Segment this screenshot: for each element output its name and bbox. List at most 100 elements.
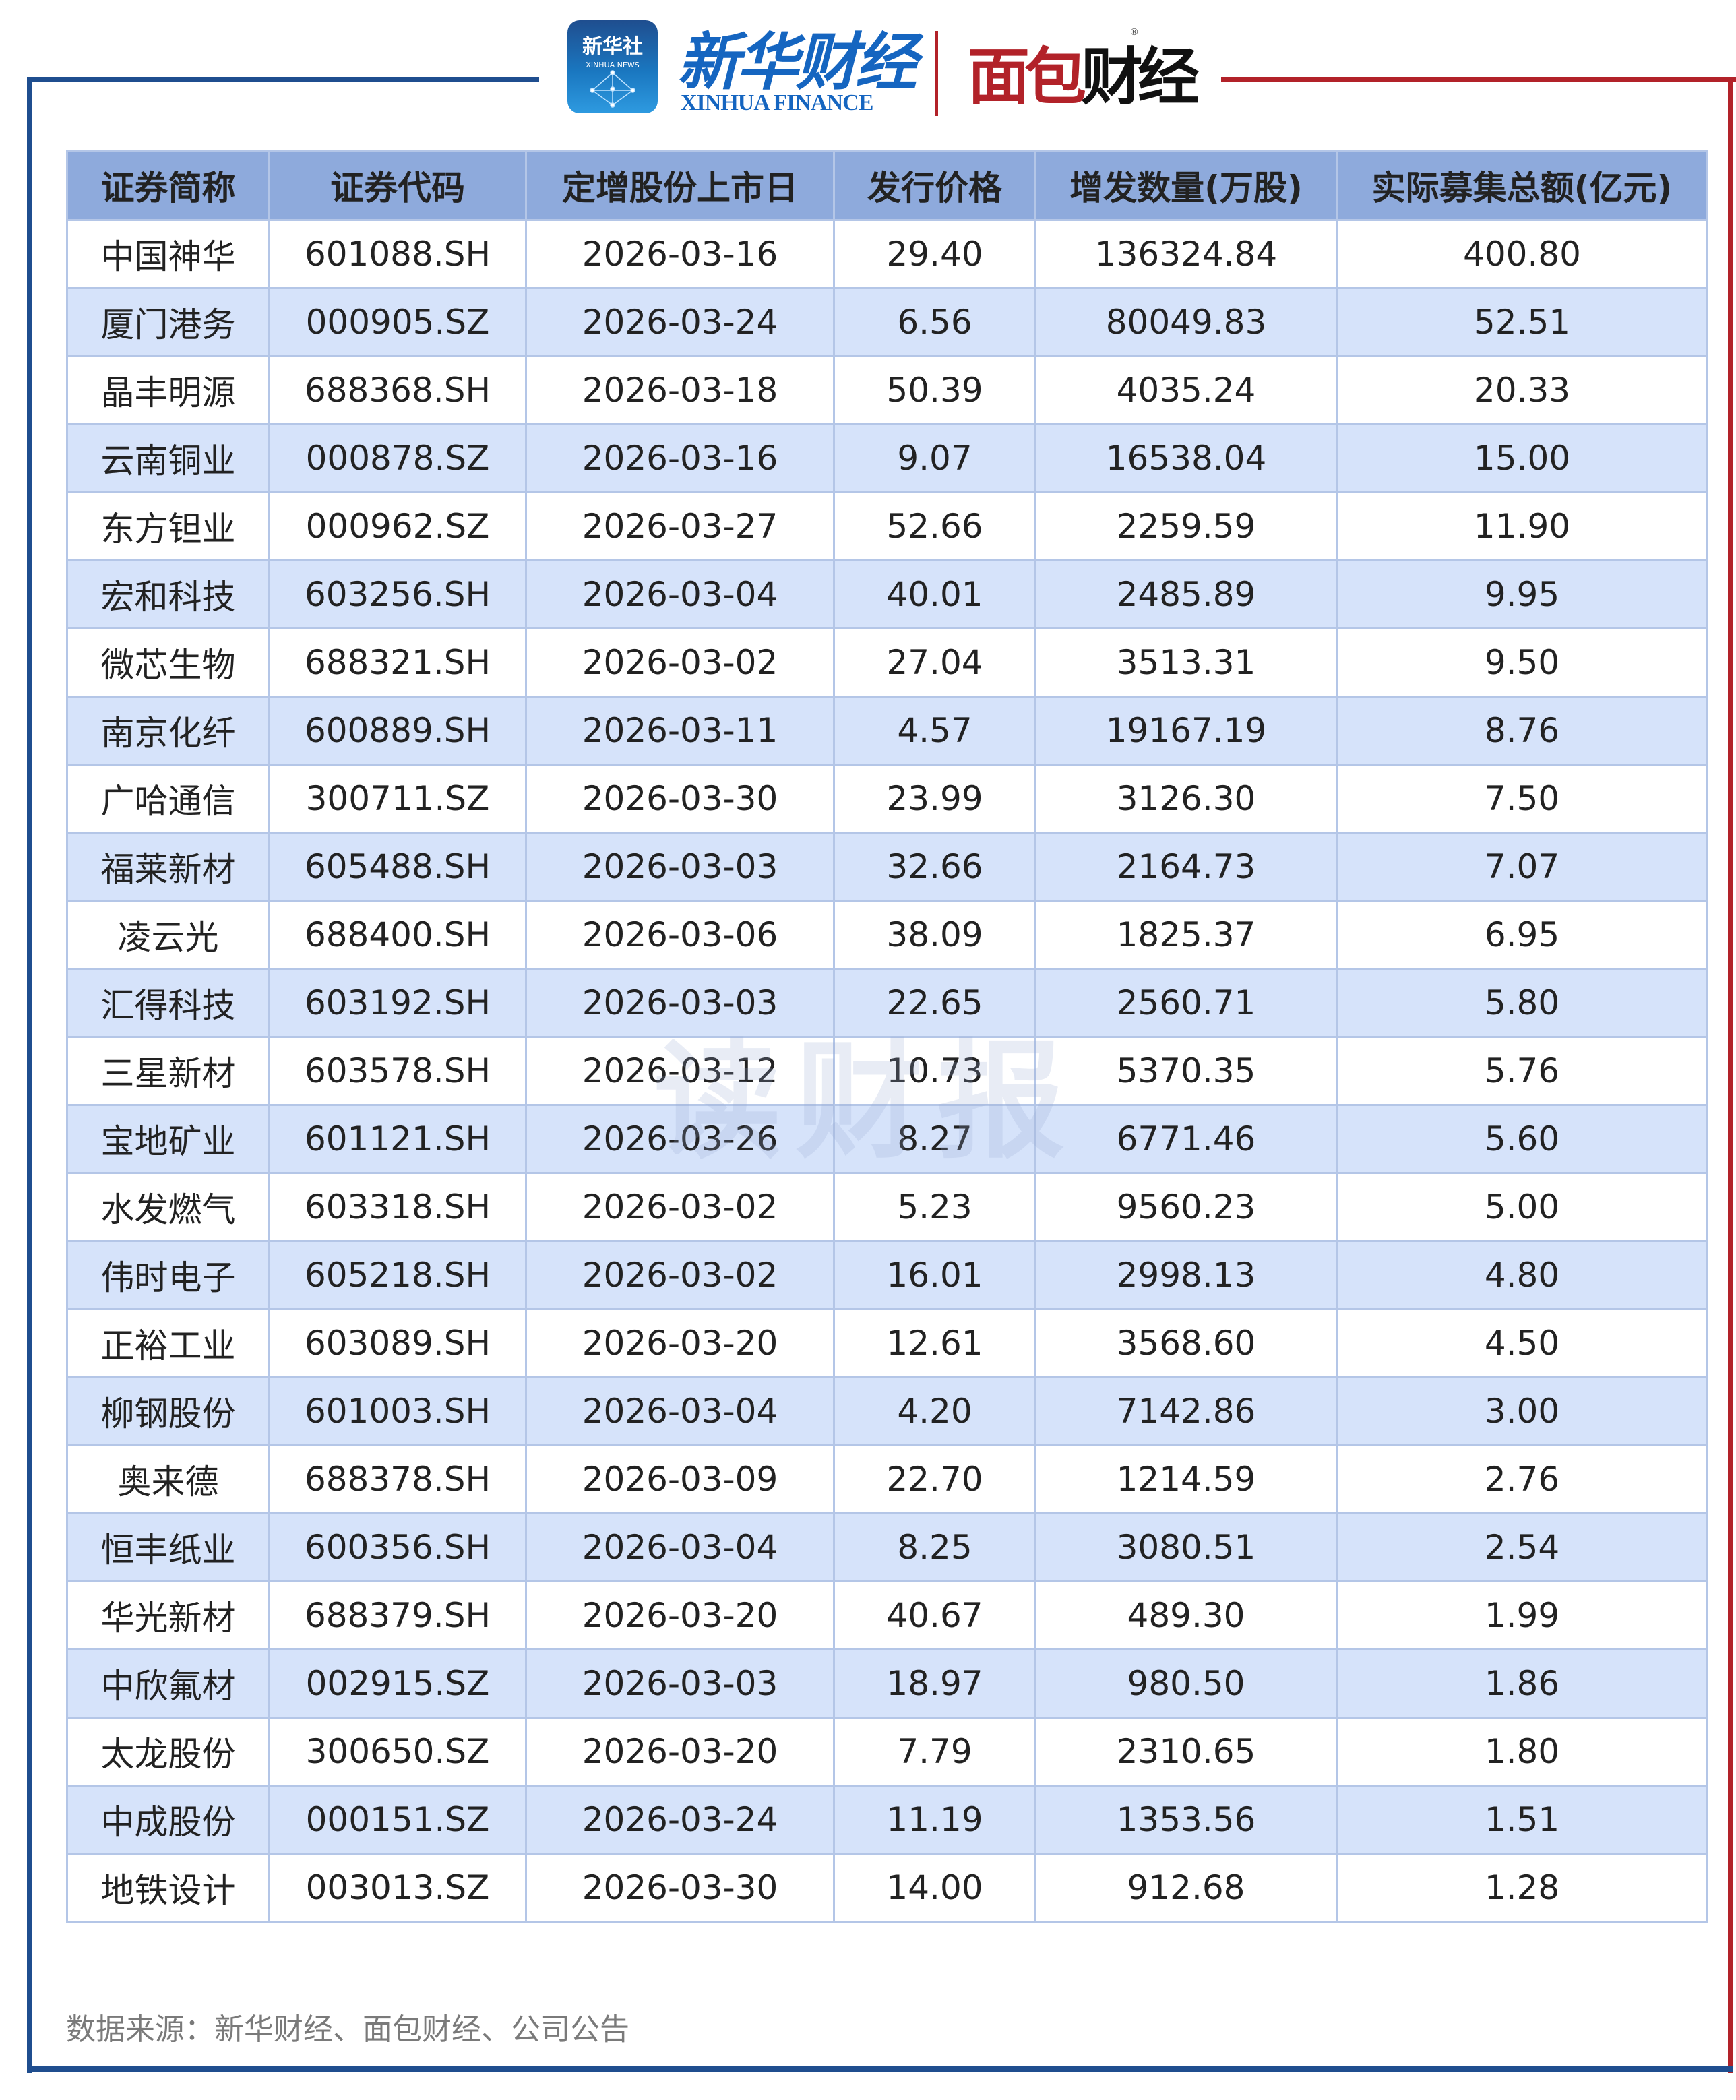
table-cell: 晶丰明源	[66, 355, 270, 425]
table-cell: 南京化纤	[66, 696, 270, 766]
table-cell: 2.54	[1336, 1512, 1708, 1582]
table-cell: 2026-03-04	[525, 1512, 835, 1582]
table-cell: 003013.SZ	[268, 1853, 527, 1923]
column-header: 发行价格	[833, 150, 1036, 221]
table-cell: 11.19	[833, 1785, 1036, 1855]
table-cell: 2026-03-20	[525, 1717, 835, 1787]
table-cell: 000905.SZ	[268, 287, 527, 357]
table-cell: 27.04	[833, 627, 1036, 698]
table-row: 微芯生物 688321.SH 2026-03-02 27.04 3513.31 9.50	[66, 627, 1708, 698]
table-cell: 宝地矿业	[66, 1104, 270, 1174]
table-row: 华光新材 688379.SH 2026-03-20 40.67 489.30 1.99	[66, 1580, 1708, 1650]
column-header: 定增股份上市日	[525, 150, 835, 221]
table-cell: 2026-03-04	[525, 559, 835, 629]
table-cell: 伟时电子	[66, 1240, 270, 1310]
table-cell: 23.99	[833, 764, 1036, 834]
table-cell: 22.70	[833, 1444, 1036, 1514]
table-row: 中国神华 601088.SH 2026-03-16 29.40 136324.84 400…	[66, 219, 1708, 289]
table-cell: 2026-03-03	[525, 832, 835, 902]
table-cell: 6.95	[1336, 900, 1708, 970]
network-globe-icon	[590, 70, 636, 108]
table-cell: 微芯生物	[66, 627, 270, 698]
table-cell: 奥来德	[66, 1444, 270, 1514]
table-cell: 1.99	[1336, 1580, 1708, 1650]
xinhua-finance-logo: 新华财经	[677, 26, 917, 98]
table-cell: 三星新材	[66, 1036, 270, 1106]
table-row: 三星新材 603578.SH 2026-03-12 10.73 5370.35 5.76	[66, 1036, 1708, 1106]
table-cell: 603578.SH	[268, 1036, 527, 1106]
table-cell: 中国神华	[66, 219, 270, 289]
table-cell: 2026-03-06	[525, 900, 835, 970]
table-cell: 40.01	[833, 559, 1036, 629]
table-cell: 7.50	[1336, 764, 1708, 834]
table-cell: 2026-03-03	[525, 1648, 835, 1719]
table-cell: 2998.13	[1034, 1240, 1338, 1310]
table-cell: 000151.SZ	[268, 1785, 527, 1855]
table-cell: 汇得科技	[66, 968, 270, 1038]
table-cell: 6.56	[833, 287, 1036, 357]
column-header: 证券代码	[268, 150, 527, 221]
table-cell: 1.86	[1336, 1648, 1708, 1719]
table-cell: 5.60	[1336, 1104, 1708, 1174]
table-cell: 东方钽业	[66, 491, 270, 561]
data-source-note: 数据来源：新华财经、面包财经、公司公告	[66, 2012, 629, 2047]
column-header: 增发数量(万股)	[1034, 150, 1338, 221]
table-cell: 8.76	[1336, 696, 1708, 766]
table-cell: 5.23	[833, 1172, 1036, 1242]
table-row: 广哈通信 300711.SZ 2026-03-30 23.99 3126.30 7.50	[66, 764, 1708, 834]
table-cell: 6771.46	[1034, 1104, 1338, 1174]
table-cell: 7142.86	[1034, 1376, 1338, 1446]
table-cell: 2026-03-30	[525, 764, 835, 834]
table-cell: 603318.SH	[268, 1172, 527, 1242]
table-cell: 19167.19	[1034, 696, 1338, 766]
table-cell: 正裕工业	[66, 1308, 270, 1378]
table-cell: 2310.65	[1034, 1717, 1338, 1787]
table-cell: 3513.31	[1034, 627, 1338, 698]
table-cell: 603089.SH	[268, 1308, 527, 1378]
table-cell: 601121.SH	[268, 1104, 527, 1174]
xinhua-badge-en: XINHUA NEWS	[586, 61, 640, 69]
table-cell: 2026-03-11	[525, 696, 835, 766]
table-cell: 2026-03-04	[525, 1376, 835, 1446]
table-cell: 5.76	[1336, 1036, 1708, 1106]
table-cell: 云南铜业	[66, 423, 270, 493]
table-row: 柳钢股份 601003.SH 2026-03-04 4.20 7142.86 3.00	[66, 1376, 1708, 1446]
table-cell: 宏和科技	[66, 559, 270, 629]
table-cell: 22.65	[833, 968, 1036, 1038]
table-row: 正裕工业 603089.SH 2026-03-20 12.61 3568.60 4.50	[66, 1308, 1708, 1378]
table-cell: 80049.83	[1034, 287, 1338, 357]
table-cell: 605488.SH	[268, 832, 527, 902]
table-row: 奥来德 688378.SH 2026-03-09 22.70 1214.59 2.76	[66, 1444, 1708, 1514]
table-row: 地铁设计 003013.SZ 2026-03-30 14.00 912.68 1.28	[66, 1853, 1708, 1923]
table-row: 南京化纤 600889.SH 2026-03-11 4.57 19167.19 8.76	[66, 696, 1708, 766]
table-cell: 2026-03-02	[525, 627, 835, 698]
table-cell: 2026-03-26	[525, 1104, 835, 1174]
table-row: 晶丰明源 688368.SH 2026-03-18 50.39 4035.24 20.33	[66, 355, 1708, 425]
table-cell: 16.01	[833, 1240, 1036, 1310]
table-cell: 福莱新材	[66, 832, 270, 902]
logo-divider	[935, 31, 938, 116]
column-header: 实际募集总额(亿元)	[1336, 150, 1708, 221]
frame-top-blue-line	[27, 77, 539, 82]
xinhua-finance-en: XINHUA FINANCE	[681, 90, 873, 115]
table-cell: 136324.84	[1034, 219, 1338, 289]
frame-left-border	[27, 77, 32, 2073]
table-cell: 1353.56	[1034, 1785, 1338, 1855]
table-cell: 2026-03-02	[525, 1240, 835, 1310]
table-cell: 5.00	[1336, 1172, 1708, 1242]
table-cell: 3568.60	[1034, 1308, 1338, 1378]
table-row: 凌云光 688400.SH 2026-03-06 38.09 1825.37 6.95	[66, 900, 1708, 970]
table-cell: 20.33	[1336, 355, 1708, 425]
table-cell: 12.61	[833, 1308, 1036, 1378]
table-cell: 980.50	[1034, 1648, 1338, 1719]
table-cell: 1.51	[1336, 1785, 1708, 1855]
table-cell: 5.80	[1336, 968, 1708, 1038]
table-cell: 1214.59	[1034, 1444, 1338, 1514]
table-cell: 9.50	[1336, 627, 1708, 698]
table-cell: 广哈通信	[66, 764, 270, 834]
table-cell: 2026-03-20	[525, 1580, 835, 1650]
table-cell: 15.00	[1336, 423, 1708, 493]
table-cell: 000878.SZ	[268, 423, 527, 493]
table-cell: 地铁设计	[66, 1853, 270, 1923]
table-cell: 8.27	[833, 1104, 1036, 1174]
